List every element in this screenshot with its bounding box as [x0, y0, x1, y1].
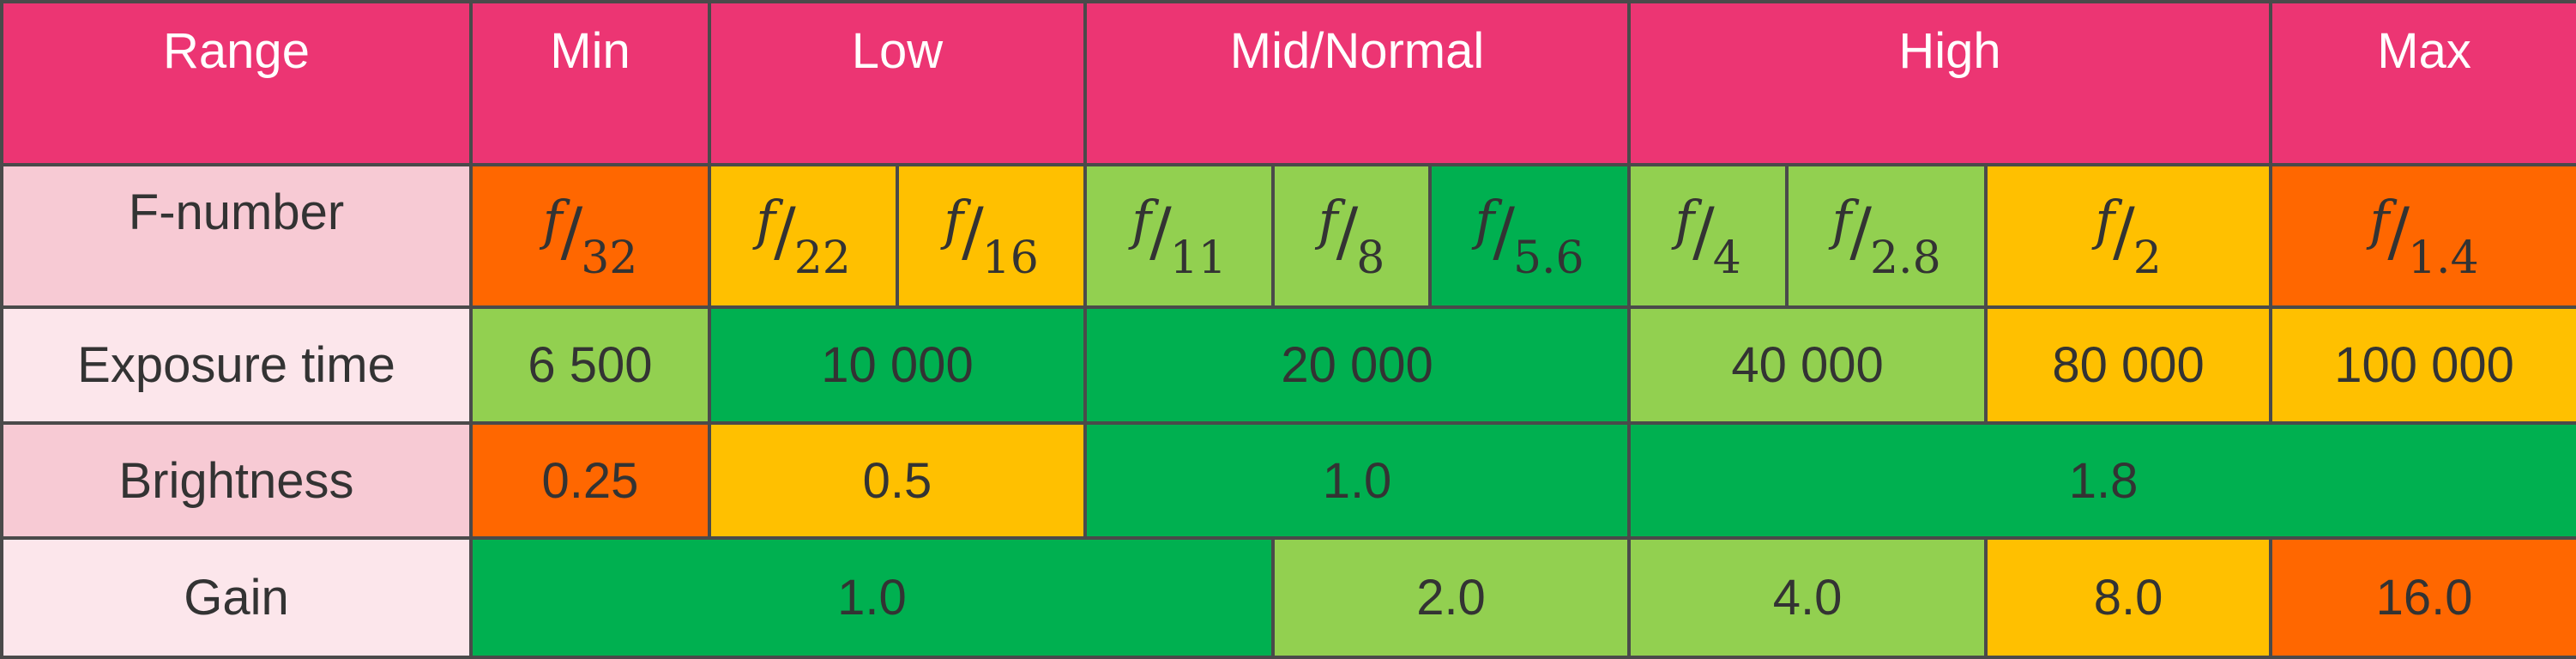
fnumber-fraction: f/2.8 [1831, 189, 1941, 284]
fnumber-cell: f/4 [1627, 163, 1789, 309]
header-min: Min [469, 0, 711, 166]
fnumber-cell: f/22 [708, 163, 899, 309]
fnumber-value: 11 [1169, 233, 1227, 284]
brightness-cell: 1.8 [1627, 421, 2576, 540]
fnumber-cell: f/8 [1271, 163, 1432, 309]
fnumber-cell: f/2.8 [1785, 163, 1988, 309]
exposure-cell: 10 000 [708, 305, 1087, 425]
brightness-cell: 1.0 [1083, 421, 1632, 540]
fnumber-fraction: f/11 [1131, 189, 1227, 284]
header-range-label: Range [0, 0, 473, 166]
exposure-cell: 80 000 [1984, 305, 2273, 425]
gain-cell: 2.0 [1270, 536, 1632, 659]
exposure-cell: 6 500 [469, 305, 711, 425]
gain-row: Gain 1.0 2.0 4.0 8.0 16.0 [0, 536, 2576, 659]
header-mid-normal: Mid/Normal [1083, 0, 1632, 166]
fnumber-fraction: f/8 [1318, 189, 1385, 284]
fnumber-value: 2 [2133, 233, 2162, 284]
gain-cell: 16.0 [2269, 536, 2576, 659]
fnumber-value: 32 [581, 233, 638, 284]
fnumber-cell: f/16 [896, 163, 1087, 309]
gain-cell: 4.0 [1627, 536, 1988, 659]
fnumber-cell: f/5.6 [1427, 163, 1632, 309]
header-high: High [1627, 0, 2273, 166]
fnumber-fraction: f/5.6 [1475, 189, 1584, 284]
row-label-gain: Gain [0, 536, 473, 659]
fnumber-value: 5.6 [1512, 233, 1584, 284]
fnumber-fraction: f/2 [2095, 189, 2162, 284]
fnumber-value: 2.8 [1869, 233, 1941, 284]
gain-cell: 8.0 [1984, 536, 2273, 659]
brightness-cell: 0.25 [469, 421, 711, 540]
fnumber-fraction: f/16 [944, 189, 1039, 284]
fnumber-cell: f/1.4 [2269, 163, 2576, 309]
fnumber-value: 4 [1712, 233, 1741, 284]
brightness-row: Brightness 0.25 0.5 1.0 1.8 [0, 421, 2576, 540]
fnumber-fraction: f/4 [1674, 189, 1741, 284]
fnumber-value: 16 [981, 233, 1039, 284]
fnumber-value: 22 [793, 233, 851, 284]
fnumber-fraction: f/32 [542, 189, 638, 284]
fnumber-value: 8 [1356, 233, 1385, 284]
fnumber-cell: f/2 [1984, 163, 2273, 309]
gain-cell: 1.0 [469, 536, 1275, 659]
row-label-brightness: Brightness [0, 421, 473, 540]
exposure-cell: 40 000 [1627, 305, 1988, 425]
fnumber-row: F-number f/32 f/22 f/16 f/11 f/8 f/5.6 f… [0, 163, 2576, 309]
exposure-cell: 100 000 [2269, 305, 2576, 425]
header-max: Max [2269, 0, 2576, 166]
row-label-fnumber: F-number [0, 163, 473, 309]
row-label-exposure-time: Exposure time [0, 305, 473, 425]
exposure-cell: 20 000 [1083, 305, 1632, 425]
header-row: Range Min Low Mid/Normal High Max [0, 0, 2576, 166]
fnumber-value: 1.4 [2407, 233, 2479, 284]
fnumber-fraction: f/1.4 [2369, 189, 2479, 284]
brightness-cell: 0.5 [708, 421, 1087, 540]
fnumber-fraction: f/22 [756, 189, 851, 284]
fnumber-cell: f/11 [1083, 163, 1275, 309]
exposure-row: Exposure time 6 500 10 000 20 000 40 000… [0, 305, 2576, 425]
fnumber-cell: f/32 [469, 163, 711, 309]
header-low: Low [708, 0, 1087, 166]
